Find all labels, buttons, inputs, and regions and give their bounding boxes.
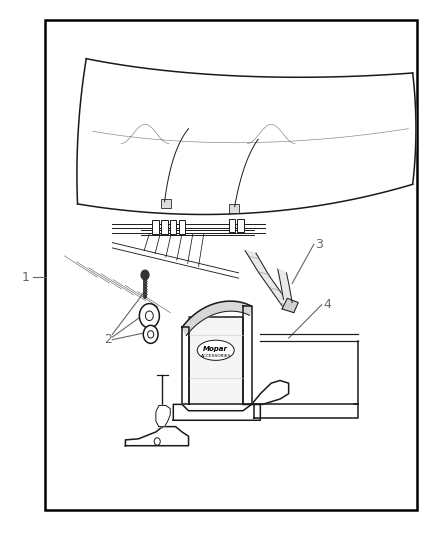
Polygon shape xyxy=(243,381,289,405)
Polygon shape xyxy=(245,251,294,313)
Polygon shape xyxy=(182,301,252,335)
Polygon shape xyxy=(254,405,358,418)
Text: 4: 4 xyxy=(323,298,331,311)
Polygon shape xyxy=(182,327,189,405)
Polygon shape xyxy=(173,405,260,420)
Polygon shape xyxy=(278,269,292,303)
Text: 2: 2 xyxy=(104,333,112,346)
Bar xyxy=(229,219,235,232)
Bar xyxy=(152,220,159,233)
Bar xyxy=(229,204,240,214)
Bar xyxy=(179,220,185,233)
Bar xyxy=(237,219,244,232)
Polygon shape xyxy=(113,224,265,228)
Ellipse shape xyxy=(197,340,234,360)
Text: 1: 1 xyxy=(21,271,29,284)
Polygon shape xyxy=(156,406,170,426)
Bar xyxy=(45,20,417,511)
Polygon shape xyxy=(77,59,416,214)
Text: 3: 3 xyxy=(315,238,323,251)
Polygon shape xyxy=(243,306,252,405)
Circle shape xyxy=(145,311,153,320)
Polygon shape xyxy=(125,426,188,446)
Polygon shape xyxy=(282,298,298,313)
Text: Mopar: Mopar xyxy=(203,346,228,352)
Circle shape xyxy=(143,325,158,343)
Bar xyxy=(170,220,177,233)
Polygon shape xyxy=(188,317,243,405)
Polygon shape xyxy=(113,228,265,232)
Circle shape xyxy=(148,330,154,338)
Bar xyxy=(161,220,168,233)
Circle shape xyxy=(139,304,159,328)
Circle shape xyxy=(154,438,160,445)
Text: ACCESSORIES: ACCESSORIES xyxy=(201,353,231,358)
Circle shape xyxy=(141,270,149,280)
Bar xyxy=(161,199,171,208)
